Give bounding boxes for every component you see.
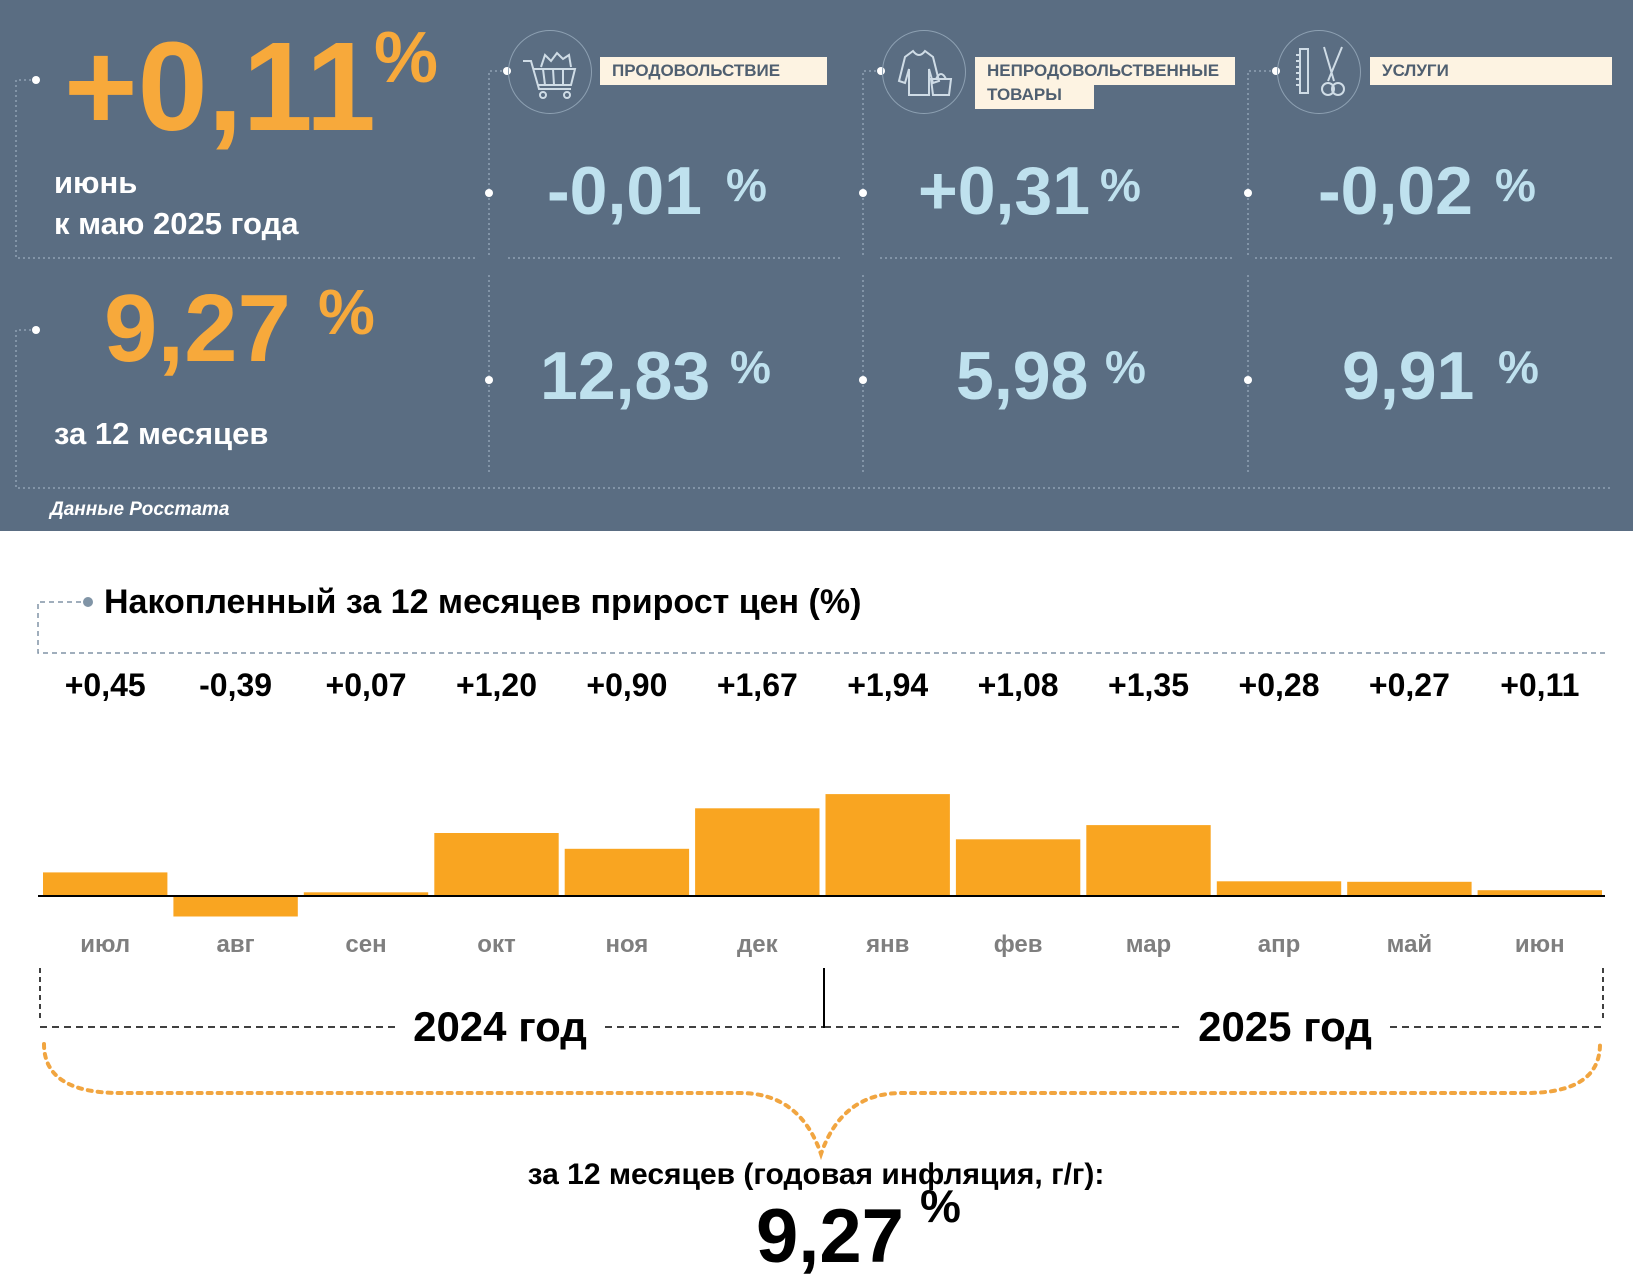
monthly-label-base: к маю 2025 года	[54, 206, 299, 241]
chart-title: Накопленный за 12 месяцев прирост цен (%…	[104, 583, 861, 621]
nonfood-annual-value: 5,98	[956, 338, 1089, 414]
bar-ноя	[564, 848, 690, 897]
month-label-дек: дек	[737, 931, 779, 958]
value-label-май: +0,27	[1369, 667, 1450, 703]
annual-inflation-unit: %	[318, 276, 375, 348]
value-label-ноя: +0,90	[586, 667, 667, 703]
food-annual-value: 12,83	[540, 338, 711, 414]
bar-окт	[434, 833, 559, 896]
chart-title-connector	[37, 601, 1605, 654]
bar-июл	[43, 872, 168, 896]
value-labels: +0,45 -0,39 +0,07 +1,20 +0,90 +1,67 +1,94 +1,08…	[65, 667, 1580, 703]
panel-connector-lines	[15, 67, 1612, 489]
month-label-июн: июн	[1515, 931, 1565, 958]
bar-мар	[1086, 825, 1211, 896]
scissors-comb-icon	[1277, 30, 1361, 114]
year-2024-label: 2024 год	[413, 1003, 587, 1050]
bar-май	[1347, 881, 1472, 896]
year-2025-label: 2025 год	[1198, 1003, 1372, 1050]
month-label-сен: сен	[345, 931, 386, 958]
data-source: Данные Росстата	[50, 499, 230, 520]
bars	[43, 794, 1602, 917]
food-monthly-value: -0,01	[547, 153, 702, 229]
services-annual-value: 9,91	[1342, 338, 1475, 414]
cumulative-price-chart: Накопленный за 12 месяцев прирост цен (%…	[37, 583, 1605, 1279]
month-label-авг: авг	[217, 931, 255, 958]
services-monthly-value: -0,02	[1318, 153, 1473, 229]
month-label-фев: фев	[994, 931, 1043, 958]
month-label-мар: мар	[1126, 931, 1171, 958]
bar-дек	[695, 808, 820, 896]
month-label-янв: янв	[865, 931, 909, 958]
food-annual-unit: %	[730, 341, 771, 393]
monthly-label-month: июнь	[54, 165, 138, 200]
bar-июн	[1477, 890, 1602, 896]
category-nonfood-label: НЕПРОДОВОЛЬСТВЕННЫЕ	[975, 57, 1235, 85]
clothing-icon	[882, 30, 966, 114]
month-label-июл: июл	[80, 931, 130, 958]
annual-total-unit: %	[920, 1180, 961, 1232]
shopping-cart-icon	[508, 30, 592, 114]
bar-сен	[303, 892, 429, 896]
bar-янв	[825, 794, 950, 896]
month-labels: июл авг сен окт ноя дек янв фев мар апр май июн	[80, 931, 1564, 958]
value-label-авг: -0,39	[199, 667, 272, 703]
annual-total-label: за 12 месяцев (годовая инфляция, г/г):	[528, 1158, 1105, 1191]
annual-inflation-value: 9,27	[104, 275, 291, 382]
bar-фев	[955, 839, 1081, 896]
category-nonfood-label-line1: НЕПРОДОВОЛЬСТВЕННЫЕ	[987, 61, 1220, 80]
year-brackets	[39, 968, 1604, 1028]
monthly-inflation-unit: %	[374, 18, 439, 98]
month-label-окт: окт	[477, 931, 516, 958]
nonfood-monthly-unit: %	[1100, 159, 1141, 211]
value-label-июн: +0,11	[1500, 667, 1579, 703]
services-annual-unit: %	[1498, 341, 1539, 393]
month-label-апр: апр	[1258, 931, 1301, 958]
chart-title-bullet	[83, 597, 93, 607]
value-label-янв: +1,94	[847, 667, 928, 703]
category-nonfood-label-line2: ТОВАРЫ	[987, 85, 1062, 104]
value-label-мар: +1,35	[1108, 667, 1189, 703]
value-label-июл: +0,45	[65, 667, 146, 703]
value-label-сен: +0,07	[326, 667, 407, 703]
annual-total-brace	[42, 1042, 1602, 1161]
month-label-ноя: ноя	[605, 931, 648, 958]
food-monthly-unit: %	[726, 159, 767, 211]
month-label-май: май	[1387, 931, 1433, 958]
annual-total-value: 9,27	[756, 1194, 904, 1279]
value-label-апр: +0,28	[1239, 667, 1320, 703]
category-nonfood-label-line2-box: ТОВАРЫ	[975, 81, 1094, 109]
value-label-дек: +1,67	[717, 667, 798, 703]
bar-авг	[173, 896, 298, 917]
nonfood-monthly-value: +0,31	[918, 153, 1091, 229]
summary-panel: +0,11 % июнь к маю 2025 года 9,27 % за 1…	[0, 0, 1633, 531]
services-monthly-unit: %	[1495, 159, 1536, 211]
annual-label: за 12 месяцев	[54, 416, 269, 451]
value-label-фев: +1,08	[978, 667, 1059, 703]
nonfood-annual-unit: %	[1105, 341, 1146, 393]
category-services-label: УСЛУГИ	[1370, 57, 1612, 85]
value-label-окт: +1,20	[456, 667, 537, 703]
bar-апр	[1216, 881, 1342, 896]
category-food-label: ПРОДОВОЛЬСТВИЕ	[600, 57, 827, 85]
monthly-inflation-value: +0,11	[64, 16, 376, 157]
